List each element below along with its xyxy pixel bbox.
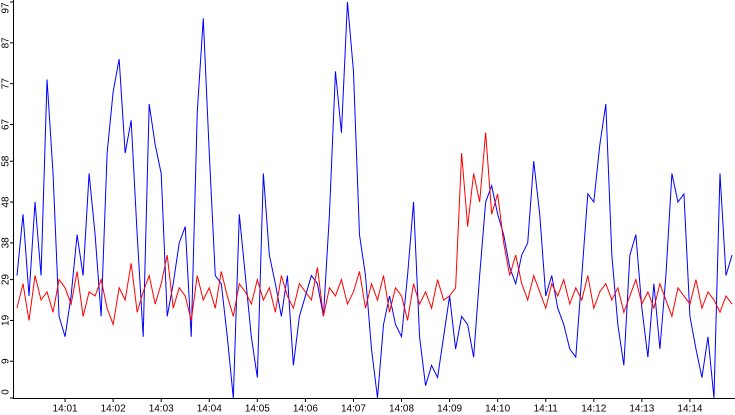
x-tick-label: 14:09 bbox=[437, 404, 462, 415]
y-tick-label: 97 bbox=[1, 2, 12, 14]
y-tick-label: 29 bbox=[1, 274, 12, 286]
y-tick-label: 87 bbox=[1, 37, 12, 49]
x-tick-label: 14:02 bbox=[101, 404, 126, 415]
series-line bbox=[16, 132, 733, 327]
y-tick-label: 19 bbox=[1, 314, 12, 326]
x-tick-label: 14:06 bbox=[293, 404, 318, 415]
x-tick-label: 14:10 bbox=[485, 404, 510, 415]
x-tick-label: 14:12 bbox=[581, 404, 606, 415]
x-tick-label: 14:03 bbox=[149, 404, 174, 415]
y-tick-label: 38 bbox=[1, 237, 12, 249]
y-tick-label: 67 bbox=[1, 118, 12, 130]
y-tick-label: 77 bbox=[1, 78, 12, 90]
y-tick-label: 0 bbox=[1, 389, 12, 395]
y-tick-label: 9 bbox=[1, 358, 12, 364]
x-tick-label: 14:01 bbox=[53, 404, 78, 415]
x-tick-label: 14:13 bbox=[629, 404, 654, 415]
y-tick-label: 48 bbox=[1, 196, 12, 208]
x-tick-label: 14:07 bbox=[341, 404, 366, 415]
x-tick-label: 14:08 bbox=[389, 404, 414, 415]
x-tick-label: 14:04 bbox=[197, 404, 222, 415]
y-tick-label: 58 bbox=[1, 155, 12, 167]
series-line bbox=[16, 1, 733, 399]
x-tick-label: 14:05 bbox=[245, 404, 270, 415]
x-tick-label: 14:11 bbox=[534, 404, 559, 415]
x-tick-label: 14:14 bbox=[677, 404, 702, 415]
